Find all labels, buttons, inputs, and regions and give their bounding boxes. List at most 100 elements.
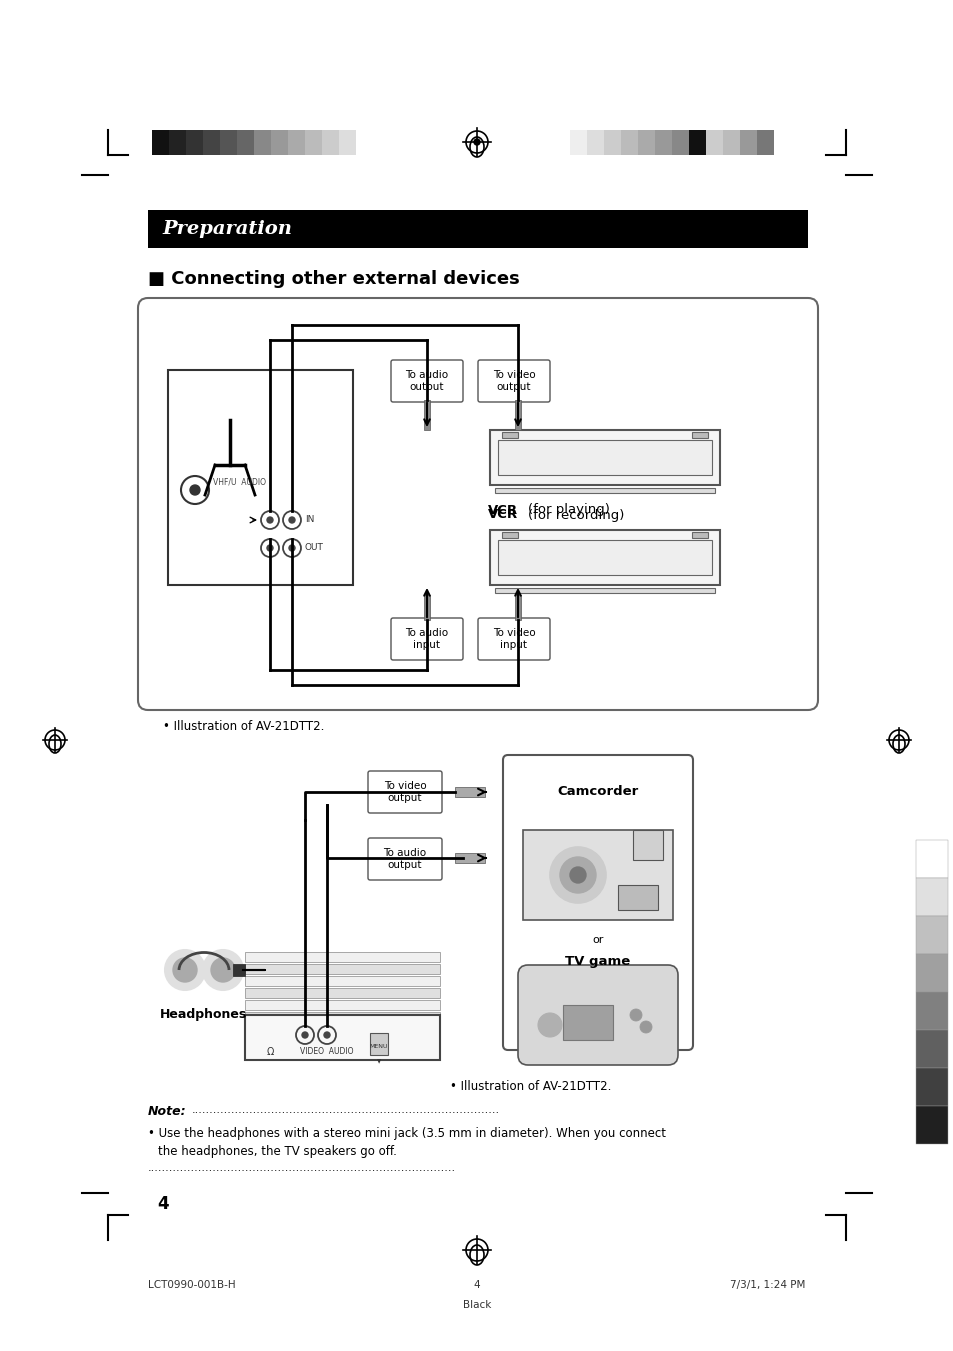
Circle shape bbox=[324, 1032, 330, 1038]
Circle shape bbox=[550, 847, 605, 902]
Bar bbox=[245, 1036, 439, 1046]
Bar bbox=[501, 432, 517, 438]
Bar bbox=[562, 1005, 613, 1040]
Bar bbox=[915, 992, 947, 1029]
Bar bbox=[245, 965, 439, 974]
Bar bbox=[915, 916, 947, 954]
Bar bbox=[915, 954, 947, 992]
Circle shape bbox=[302, 1032, 308, 1038]
Text: ................................................................................: ........................................… bbox=[192, 1105, 499, 1115]
Bar bbox=[245, 988, 439, 998]
Text: • Illustration of AV-21DTT2.: • Illustration of AV-21DTT2. bbox=[450, 1079, 611, 1093]
Circle shape bbox=[203, 950, 243, 990]
Bar bbox=[148, 209, 807, 249]
Bar bbox=[655, 130, 671, 155]
Text: To audio
input: To audio input bbox=[405, 628, 448, 650]
Bar bbox=[490, 430, 720, 485]
Bar bbox=[245, 1012, 439, 1021]
Bar bbox=[169, 130, 186, 155]
Text: the headphones, the TV speakers go off.: the headphones, the TV speakers go off. bbox=[158, 1146, 396, 1158]
Bar bbox=[236, 130, 253, 155]
Circle shape bbox=[629, 1009, 641, 1021]
Circle shape bbox=[172, 958, 196, 982]
Bar bbox=[603, 130, 620, 155]
Bar bbox=[288, 130, 305, 155]
Text: VHF/U  AUDIO: VHF/U AUDIO bbox=[213, 477, 266, 486]
Circle shape bbox=[211, 958, 234, 982]
Text: Black: Black bbox=[462, 1300, 491, 1310]
Bar bbox=[423, 594, 430, 620]
FancyBboxPatch shape bbox=[502, 755, 692, 1050]
Bar bbox=[915, 1029, 947, 1069]
Circle shape bbox=[267, 517, 273, 523]
Text: MENU: MENU bbox=[370, 1043, 388, 1048]
Bar bbox=[633, 830, 662, 861]
Circle shape bbox=[165, 950, 205, 990]
Bar bbox=[497, 440, 711, 476]
Text: OUT: OUT bbox=[305, 543, 323, 553]
Bar bbox=[757, 130, 773, 155]
Bar bbox=[705, 130, 722, 155]
Bar bbox=[515, 594, 520, 620]
Circle shape bbox=[537, 1013, 561, 1038]
Text: Preparation: Preparation bbox=[162, 220, 292, 238]
Text: TV game: TV game bbox=[565, 955, 630, 969]
Bar bbox=[522, 830, 672, 920]
Bar bbox=[455, 788, 484, 797]
FancyBboxPatch shape bbox=[368, 838, 441, 880]
Text: VCR: VCR bbox=[488, 504, 517, 516]
Text: 4: 4 bbox=[474, 1279, 479, 1290]
Bar bbox=[152, 130, 169, 155]
Text: or: or bbox=[592, 935, 603, 944]
Bar bbox=[495, 588, 714, 593]
Circle shape bbox=[190, 485, 200, 494]
Bar bbox=[455, 852, 484, 863]
Text: VCR: VCR bbox=[488, 508, 517, 521]
Bar bbox=[338, 130, 355, 155]
Text: (for playing): (for playing) bbox=[527, 504, 609, 516]
Bar bbox=[915, 1069, 947, 1106]
Bar bbox=[203, 130, 220, 155]
Text: (for recording): (for recording) bbox=[527, 508, 623, 521]
Bar bbox=[322, 130, 338, 155]
FancyBboxPatch shape bbox=[517, 965, 678, 1065]
Bar bbox=[168, 370, 353, 585]
Text: ■ Connecting other external devices: ■ Connecting other external devices bbox=[148, 270, 519, 288]
Bar bbox=[740, 130, 757, 155]
Circle shape bbox=[474, 139, 479, 145]
Text: To audio
output: To audio output bbox=[383, 848, 426, 870]
FancyBboxPatch shape bbox=[138, 299, 817, 711]
Text: To video
output: To video output bbox=[492, 370, 535, 392]
Bar bbox=[618, 885, 658, 911]
Bar bbox=[233, 965, 245, 975]
Text: VIDEO  AUDIO: VIDEO AUDIO bbox=[299, 1047, 354, 1056]
Text: LCT0990-001B-H: LCT0990-001B-H bbox=[148, 1279, 235, 1290]
Text: ▼: ▼ bbox=[376, 1059, 381, 1065]
Bar bbox=[722, 130, 740, 155]
FancyBboxPatch shape bbox=[391, 617, 462, 661]
Bar bbox=[915, 1106, 947, 1144]
Bar bbox=[688, 130, 705, 155]
Bar bbox=[501, 532, 517, 538]
Text: To video
output: To video output bbox=[383, 781, 426, 804]
Text: Ω: Ω bbox=[267, 1047, 274, 1056]
Bar bbox=[638, 130, 655, 155]
Text: 7/3/1, 1:24 PM: 7/3/1, 1:24 PM bbox=[729, 1279, 804, 1290]
Bar bbox=[691, 432, 707, 438]
Text: 4: 4 bbox=[157, 1196, 169, 1213]
Bar bbox=[186, 130, 203, 155]
Bar bbox=[620, 130, 638, 155]
Bar bbox=[671, 130, 688, 155]
FancyBboxPatch shape bbox=[477, 359, 550, 403]
Text: Headphones: Headphones bbox=[160, 1008, 248, 1021]
Bar bbox=[497, 540, 711, 576]
Text: IN: IN bbox=[305, 516, 314, 524]
FancyBboxPatch shape bbox=[368, 771, 441, 813]
Text: • Use the headphones with a stereo mini jack (3.5 mm in diameter). When you conn: • Use the headphones with a stereo mini … bbox=[148, 1127, 665, 1140]
Bar bbox=[915, 878, 947, 916]
Text: Camcorder: Camcorder bbox=[557, 785, 638, 798]
Circle shape bbox=[569, 867, 585, 884]
Circle shape bbox=[289, 544, 294, 551]
Circle shape bbox=[639, 1021, 651, 1034]
Bar bbox=[495, 488, 714, 493]
